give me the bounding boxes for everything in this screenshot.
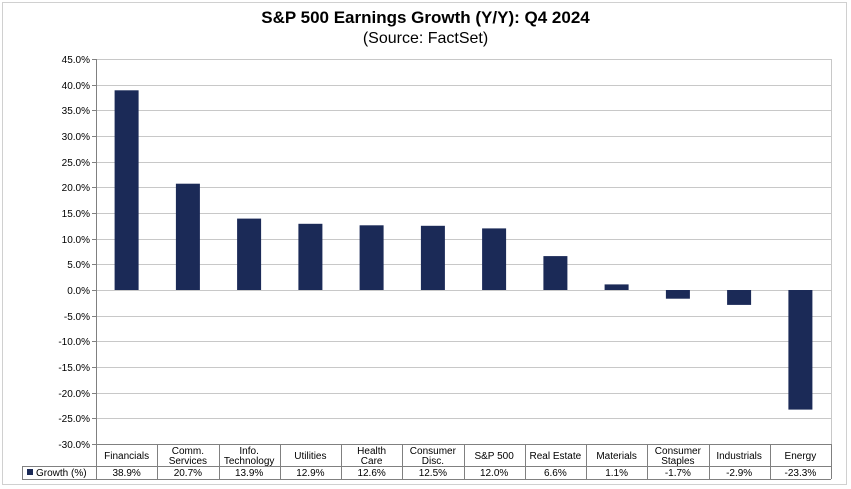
- bar: [420, 225, 445, 290]
- data-value-label: -1.7%: [665, 468, 691, 479]
- y-axis-tick-labels: 45.0% 40.0% 35.0% 30.0% 25.0% 20.0% 15.0% 10.0%…: [58, 55, 90, 451]
- data-value-label: -2.9%: [726, 468, 752, 479]
- data-value-label: 1.1%: [605, 468, 628, 479]
- bars: [114, 90, 813, 410]
- category-label: S&P 500: [474, 451, 514, 462]
- data-value-label: 12.6%: [357, 468, 385, 479]
- category-label: Consumer Disc.: [410, 446, 457, 467]
- data-table: Financials Comm. Services Info. Technology Ut…: [22, 444, 832, 480]
- y-tick-label: 0.0%: [67, 286, 90, 297]
- bar: [788, 290, 813, 410]
- data-value-label: 38.9%: [112, 468, 140, 479]
- bar: [237, 218, 262, 290]
- bar: [359, 225, 384, 290]
- category-label: Real Estate: [530, 451, 582, 462]
- category-label: Industrials: [716, 451, 762, 462]
- category-label: Comm. Services: [169, 446, 207, 467]
- bar: [298, 223, 323, 290]
- y-tick-label: 45.0%: [62, 55, 90, 66]
- legend-label: Growth (%): [36, 468, 87, 479]
- bar: [604, 284, 629, 290]
- y-tick-label: 5.0%: [67, 260, 90, 271]
- bar: [175, 183, 200, 290]
- category-label: Utilities: [294, 451, 326, 462]
- data-value-label: 12.9%: [296, 468, 324, 479]
- y-tick-label: -10.0%: [58, 337, 90, 348]
- bar: [482, 228, 507, 290]
- y-tick-label: -20.0%: [58, 389, 90, 400]
- category-label: Financials: [104, 451, 149, 462]
- y-tick-label: 15.0%: [62, 209, 90, 220]
- data-value-label: -23.3%: [785, 468, 817, 479]
- gridlines: [92, 59, 832, 445]
- y-tick-label: 10.0%: [62, 235, 90, 246]
- y-tick-label: 20.0%: [62, 183, 90, 194]
- y-tick-label: 25.0%: [62, 158, 90, 169]
- data-value-label: 20.7%: [174, 468, 202, 479]
- data-value-label: 6.6%: [544, 468, 567, 479]
- y-tick-label: -30.0%: [58, 440, 90, 451]
- bar: [543, 256, 568, 290]
- legend-swatch: [27, 469, 33, 475]
- bar: [727, 290, 752, 305]
- y-tick-label: -5.0%: [64, 312, 90, 323]
- bar: [665, 290, 690, 299]
- category-label: Materials: [596, 451, 637, 462]
- data-value-label: 13.9%: [235, 468, 263, 479]
- category-label: Health Care: [357, 446, 386, 467]
- category-label: Consumer Staples: [655, 446, 702, 467]
- data-value-label: 12.5%: [419, 468, 447, 479]
- data-value-label: 12.0%: [480, 468, 508, 479]
- chart-title: S&P 500 Earnings Growth (Y/Y): Q4 2024: [261, 8, 590, 27]
- y-tick-label: 40.0%: [62, 81, 90, 92]
- y-tick-label: -25.0%: [58, 414, 90, 425]
- category-label: Energy: [785, 451, 817, 462]
- bar: [114, 90, 139, 290]
- category-label: Info. Technology: [224, 446, 275, 467]
- chart-subtitle: (Source: FactSet): [362, 30, 489, 47]
- y-tick-label: 30.0%: [62, 132, 90, 143]
- y-tick-label: -15.0%: [58, 363, 90, 374]
- y-tick-label: 35.0%: [62, 106, 90, 117]
